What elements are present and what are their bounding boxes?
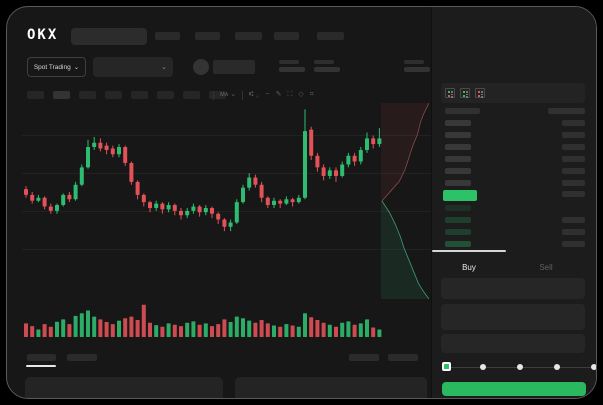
bid-amount-skeleton	[562, 241, 585, 247]
ob-amount-header-skeleton	[548, 108, 585, 114]
candlestick-chart[interactable]	[22, 105, 387, 251]
stat-value-skeleton	[404, 67, 430, 72]
buy-submit-button[interactable]	[442, 382, 586, 396]
chevron-down-icon: ⌄	[73, 64, 80, 71]
stat-group	[279, 60, 305, 72]
trading-mode-selector[interactable]: Spot Trading ⌄	[27, 57, 86, 77]
gridline	[22, 249, 431, 250]
gridline	[22, 135, 431, 136]
amount-input[interactable]	[441, 304, 585, 330]
bid-price-skeleton[interactable]	[445, 205, 471, 211]
ask-amount-skeleton	[562, 120, 585, 126]
ask-amount-skeleton	[562, 156, 585, 162]
ask-price-skeleton[interactable]	[445, 156, 471, 162]
ob-price-header-skeleton	[445, 108, 480, 114]
timeframe-button[interactable]	[27, 91, 44, 99]
nav-item-1[interactable]	[155, 32, 180, 40]
last-amount-skeleton	[562, 191, 585, 197]
history-panel-skeleton	[235, 377, 427, 398]
timeframe-button[interactable]	[105, 91, 122, 99]
ma-indicator-dropdown[interactable]: ᴍᴀ ⌄	[220, 91, 237, 98]
bid-price-skeleton[interactable]	[445, 217, 471, 223]
bottom-action-2[interactable]	[388, 354, 418, 361]
ask-price-skeleton[interactable]	[445, 168, 471, 174]
timeframe-button[interactable]	[79, 91, 96, 99]
slider-stop-dot[interactable]	[480, 364, 486, 370]
slider-stop-dot[interactable]	[591, 364, 596, 370]
ask-price-skeleton[interactable]	[445, 180, 471, 186]
stat-label-skeleton	[404, 60, 424, 64]
tab-sell[interactable]: Sell	[539, 263, 553, 272]
timeframe-button[interactable]	[209, 91, 226, 99]
timeframe-button[interactable]	[131, 91, 148, 99]
slider-stop-dot[interactable]	[517, 364, 523, 370]
order-book-panel: Buy Sell	[431, 7, 596, 398]
nav-item-4[interactable]	[274, 32, 299, 40]
bottom-tab-2[interactable]	[67, 354, 97, 361]
divider	[213, 90, 214, 100]
gridline	[22, 173, 431, 174]
ask-price-skeleton[interactable]	[445, 132, 471, 138]
fullscreen-icon[interactable]: ⌗	[309, 91, 314, 98]
trading-mode-label: Spot Trading	[33, 63, 71, 71]
bottom-tab-1[interactable]	[27, 354, 56, 361]
okx-logo: OKX	[27, 27, 59, 43]
ask-amount-skeleton	[562, 144, 585, 150]
percent-slider[interactable]	[442, 362, 596, 371]
bid-amount-skeleton	[562, 229, 585, 235]
book-asks-view-icon[interactable]	[475, 88, 485, 98]
ask-amount-skeleton	[562, 168, 585, 174]
bid-amount-skeleton	[562, 217, 585, 223]
timeframe-button[interactable]	[53, 91, 70, 99]
stat-value-skeleton	[279, 67, 305, 72]
orderbook-view-toggles	[445, 88, 485, 98]
search-input[interactable]	[71, 28, 147, 45]
total-input[interactable]	[441, 334, 585, 353]
book-bids-view-icon[interactable]	[460, 88, 470, 98]
stat-group	[404, 60, 430, 72]
ask-amount-skeleton	[562, 132, 585, 138]
stat-value-skeleton	[314, 67, 340, 72]
active-tab-underline	[26, 365, 56, 367]
nav-item-5[interactable]	[317, 32, 344, 40]
stat-label-skeleton	[314, 60, 334, 64]
nav-item-3[interactable]	[235, 32, 262, 40]
pair-name-skeleton	[213, 60, 255, 74]
draw-tool-icon[interactable]: ✎	[275, 91, 282, 98]
price-input[interactable]	[441, 278, 585, 299]
nav-item-2[interactable]	[195, 32, 220, 40]
timeframe-bar	[27, 91, 226, 99]
bid-price-skeleton[interactable]	[445, 241, 471, 247]
line-tool-icon[interactable]: ~	[265, 91, 270, 98]
pair-selector[interactable]: ⌄	[93, 57, 173, 77]
stat-label-skeleton	[279, 60, 299, 64]
volume-chart[interactable]	[22, 303, 387, 337]
orders-panel-skeleton	[25, 377, 223, 398]
slider-handle[interactable]	[442, 362, 451, 371]
candle-style-dropdown[interactable]: ⑆ ⌄	[249, 91, 260, 98]
ask-price-skeleton[interactable]	[445, 120, 471, 126]
stat-group	[314, 60, 340, 72]
timeframe-button[interactable]	[157, 91, 174, 99]
divider	[242, 90, 244, 100]
bottom-action-1[interactable]	[349, 354, 379, 361]
chart-tools: ᴍᴀ ⌄ ⑆ ⌄ ~ ✎ ⛶ ◇ ⌗	[213, 90, 314, 100]
active-trade-tab-indicator	[432, 250, 506, 252]
app-window: OKX Spot Trading ⌄ ⌄ ᴍᴀ ⌄ ⑆ ⌄ ~ ✎ ⛶ ◇ ⌗	[6, 6, 597, 399]
timeframe-button[interactable]	[183, 91, 200, 99]
camera-icon[interactable]: ⛶	[287, 91, 293, 98]
last-price-pill[interactable]	[443, 190, 477, 201]
book-both-view-icon[interactable]	[445, 88, 455, 98]
bid-price-skeleton[interactable]	[445, 229, 471, 235]
chevron-down-icon: ⌄	[161, 64, 167, 71]
ask-amount-skeleton	[562, 180, 585, 186]
gridline	[22, 211, 431, 212]
slider-stop-dot[interactable]	[554, 364, 560, 370]
magnet-tool-icon[interactable]: ◇	[298, 91, 304, 98]
ask-price-skeleton[interactable]	[445, 144, 471, 150]
tab-buy[interactable]: Buy	[462, 263, 476, 272]
depth-chart[interactable]	[381, 103, 429, 299]
coin-avatar	[193, 59, 209, 75]
